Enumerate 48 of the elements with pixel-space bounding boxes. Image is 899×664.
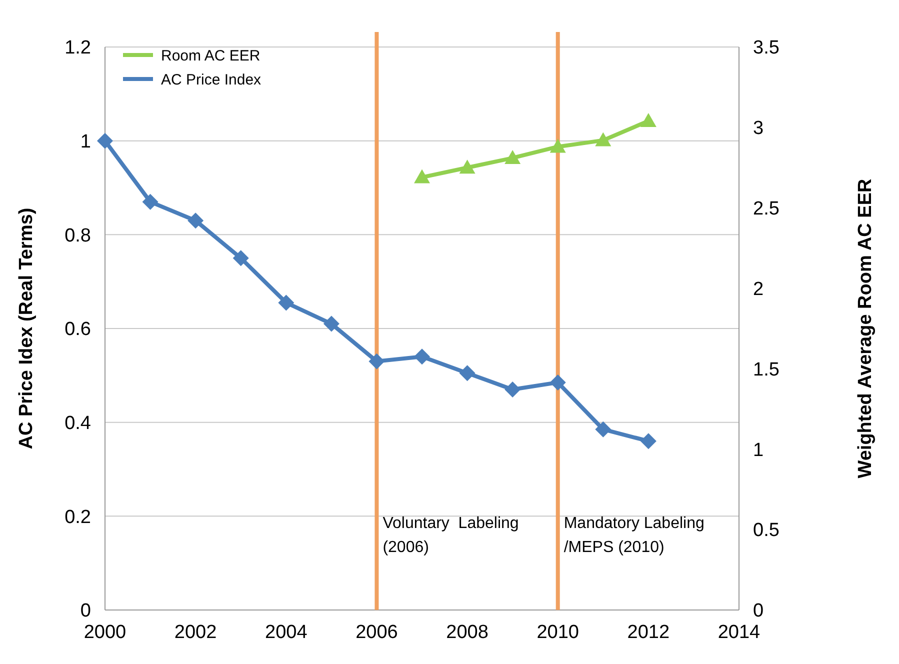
point xyxy=(504,150,521,164)
x-tick-label: 2002 xyxy=(174,622,217,643)
point xyxy=(188,212,204,229)
ref-line-label: Mandatory Labeling /MEPS (2010) xyxy=(564,515,704,556)
y2-tick-label: 0 xyxy=(753,600,764,622)
point xyxy=(595,421,612,438)
y2-tick-label: 2.5 xyxy=(753,198,780,220)
legend-label: AC Price Index xyxy=(161,71,262,88)
y-axis-title: AC Price Idex (Real Terms) xyxy=(16,208,37,450)
x-tick-label: 2010 xyxy=(536,622,579,643)
point xyxy=(595,132,612,146)
point xyxy=(278,294,294,311)
x-tick-label: 2014 xyxy=(718,622,761,643)
y-tick-label: 1 xyxy=(80,131,91,152)
y2-axis-title: Weighted Average Room AC EER xyxy=(855,178,876,478)
y2-tick-label: 3 xyxy=(753,118,764,140)
point xyxy=(97,132,113,149)
x-tick-label: 2008 xyxy=(446,622,488,643)
x-tick-label: 2004 xyxy=(265,622,308,643)
point xyxy=(414,348,430,365)
ref-line-label: Voluntary Labeling (2006) xyxy=(382,515,519,556)
legend-label: Room AC EER xyxy=(161,47,260,64)
point xyxy=(640,112,656,127)
y2-tick-label: 1.5 xyxy=(753,359,780,380)
y2-tick-label: 3.5 xyxy=(753,38,780,59)
x-tick-label: 2012 xyxy=(627,622,670,643)
point xyxy=(414,169,430,184)
x-tick-label: 2000 xyxy=(84,622,126,643)
point xyxy=(640,433,656,450)
point xyxy=(368,353,385,370)
point xyxy=(459,365,476,382)
y2-tick-label: 0.5 xyxy=(753,520,780,542)
x-tick-label: 2006 xyxy=(356,622,398,643)
y-tick-label: 0.6 xyxy=(64,319,91,340)
y-tick-label: 0.2 xyxy=(64,506,91,528)
point xyxy=(459,160,476,174)
point xyxy=(323,316,340,332)
point xyxy=(504,381,521,398)
point xyxy=(142,194,158,210)
point xyxy=(550,138,566,153)
y-tick-label: 1.2 xyxy=(64,38,91,59)
point xyxy=(550,374,566,390)
y-tick-label: 0.4 xyxy=(64,412,92,434)
y-tick-label: 0.8 xyxy=(64,225,91,246)
y2-tick-label: 1 xyxy=(753,440,764,461)
y2-tick-label: 2 xyxy=(753,278,764,300)
y-tick-label: 0 xyxy=(80,600,91,622)
point xyxy=(232,250,249,266)
